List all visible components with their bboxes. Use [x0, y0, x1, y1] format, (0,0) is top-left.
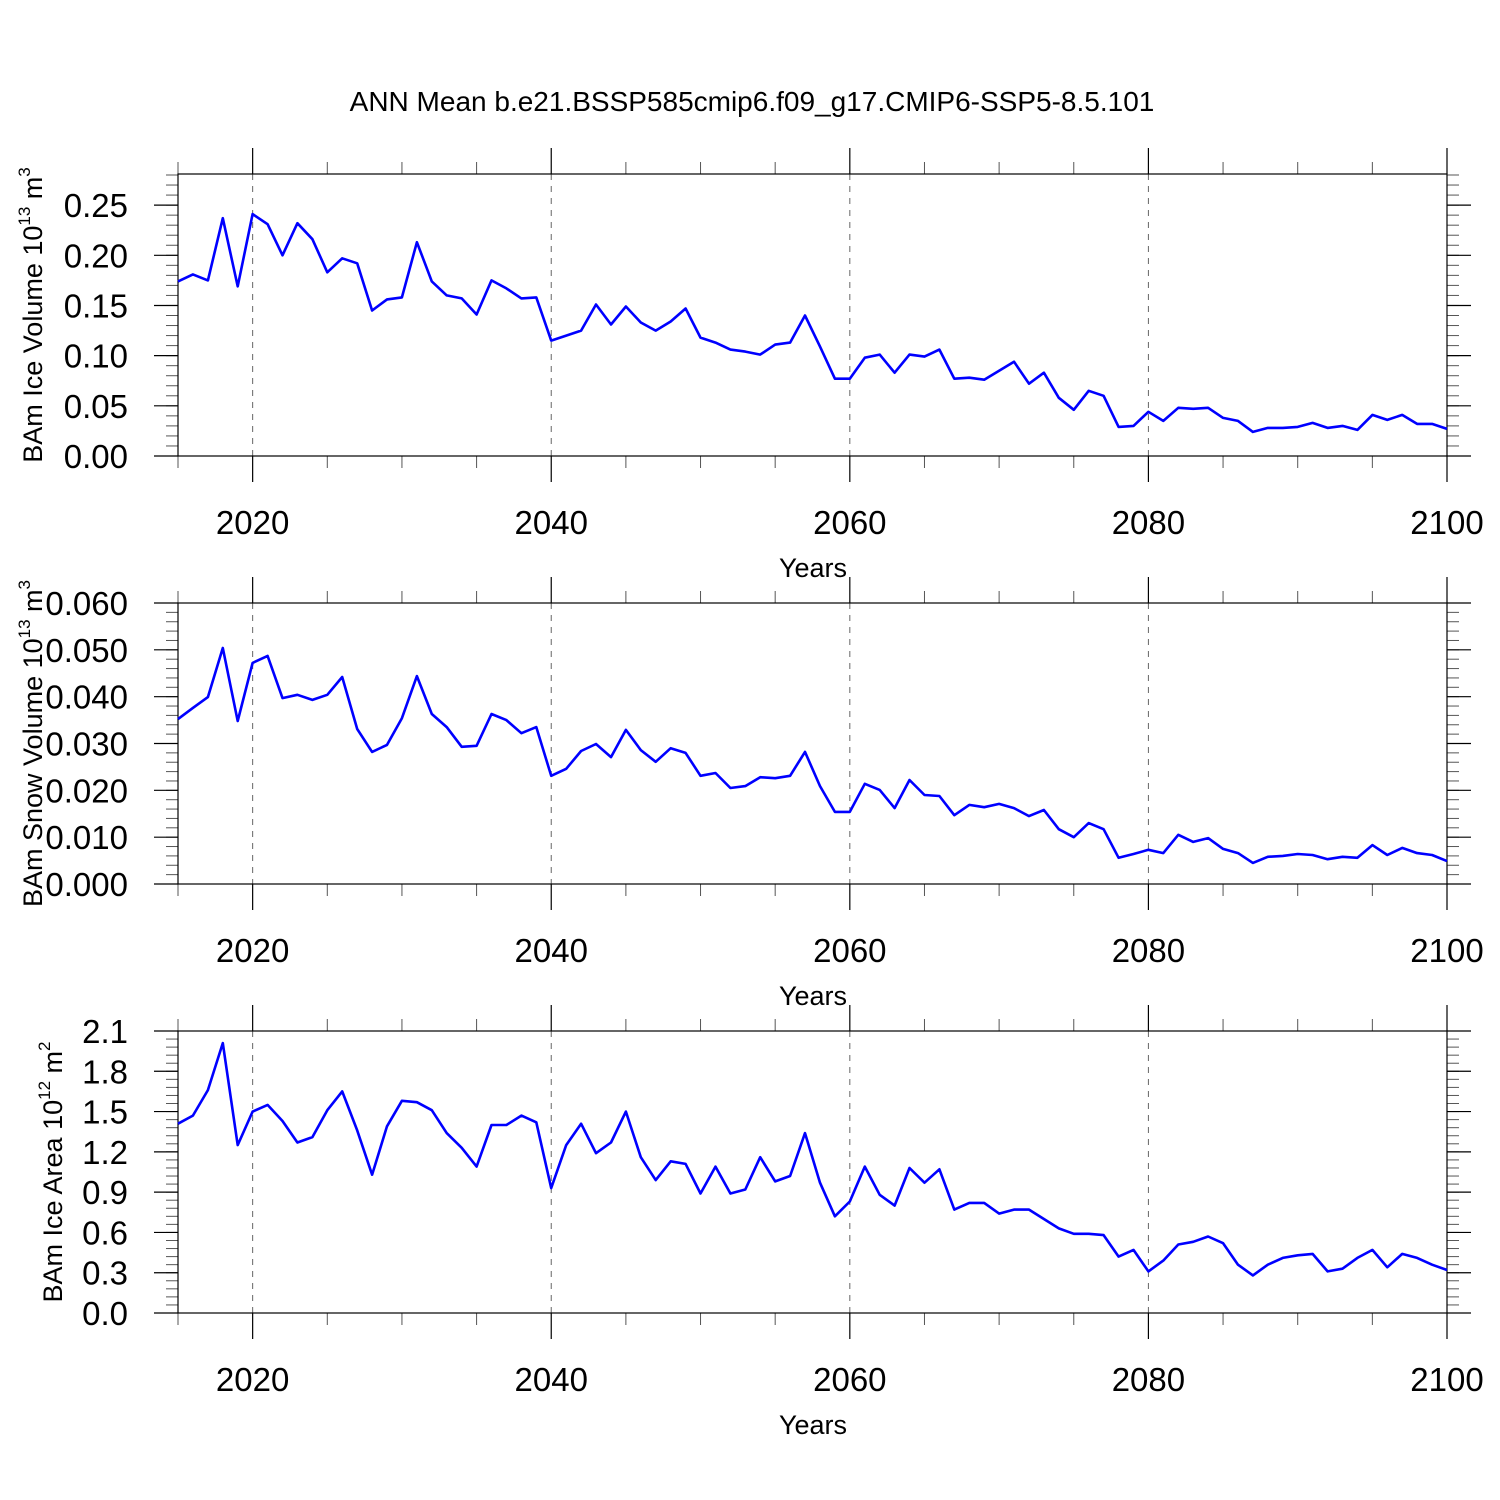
- panel-1: 2020 2040 2060 2080 2100 0.00 0.05 0.10 0.15 0.20…: [15, 148, 1484, 583]
- chart-title: ANN Mean b.e21.BSSP585cmip6.f09_g17.CMIP…: [350, 86, 1155, 117]
- y-label-exponent: 13: [15, 207, 34, 226]
- y-axis-label: BAm Ice Area 1012 m2: [35, 1042, 68, 1303]
- y-axis-label: BAm Ice Volume 1013 m3: [15, 167, 48, 463]
- y-label-text: BAm Snow Volume 10: [18, 638, 48, 907]
- y-tick-label: 0.25: [64, 187, 128, 224]
- x-tick-label: 2080: [1112, 1361, 1185, 1398]
- plot-frame: [177, 1030, 1448, 1314]
- y-tick-label: 0.15: [64, 287, 128, 324]
- y-label-exponent: 12: [35, 1081, 54, 1100]
- y-tick-label: 0.060: [45, 585, 128, 622]
- plot-frame: [177, 173, 1448, 457]
- x-tick-label: 2080: [1112, 504, 1185, 541]
- y-label-text: BAm Ice Volume 10: [18, 226, 48, 463]
- y-tick-label: 1.8: [82, 1053, 128, 1090]
- x-tick-label: 2020: [216, 1361, 289, 1398]
- y-tick-label: 0.010: [45, 819, 128, 856]
- y-tick-label: 0.3: [82, 1255, 128, 1292]
- y-tick-label: 0.00: [64, 438, 128, 475]
- y-label-unit: m: [38, 1051, 68, 1081]
- y-tick-label: 0.020: [45, 772, 128, 809]
- plot-frame: [177, 602, 1448, 885]
- x-tick-label: 2060: [813, 504, 886, 541]
- y-tick-label: 1.2: [82, 1134, 128, 1171]
- x-tick-label: 2100: [1410, 1361, 1483, 1398]
- y-tick-label: 0.6: [82, 1214, 128, 1251]
- y-tick-label: 0.050: [45, 632, 128, 669]
- x-tick-label: 2100: [1410, 504, 1483, 541]
- y-tick-label: 0.10: [64, 338, 128, 375]
- y-tick-label: 1.5: [82, 1094, 128, 1131]
- y-tick-label: 0.0: [82, 1295, 128, 1332]
- panel-2: 2020 2040 2060 2080 2100 0.000 0.010 0.020 0.030…: [15, 577, 1484, 1011]
- x-tick-label: 2060: [813, 932, 886, 969]
- x-axis-label: Years: [779, 1410, 847, 1440]
- y-tick-label: 0.20: [64, 237, 128, 274]
- data-series-line: [177, 646, 1448, 865]
- y-label-text: BAm Ice Area 10: [38, 1100, 68, 1303]
- y-tick-label: 0.9: [82, 1174, 128, 1211]
- y-label-exponent: 13: [15, 619, 34, 638]
- data-series-line: [177, 1041, 1448, 1277]
- x-tick-label: 2080: [1112, 932, 1185, 969]
- y-tick-label: 2.1: [82, 1013, 128, 1050]
- y-label-unit-exponent: 3: [15, 167, 34, 176]
- y-tick-label: 0.000: [45, 866, 128, 903]
- x-tick-label: 2040: [515, 932, 588, 969]
- y-label-unit: m: [18, 589, 48, 619]
- x-tick-label: 2040: [515, 1361, 588, 1398]
- y-label-unit-exponent: 3: [15, 580, 34, 589]
- x-tick-label: 2040: [515, 504, 588, 541]
- x-tick-label: 2060: [813, 1361, 886, 1398]
- y-label-unit: m: [18, 177, 48, 207]
- y-label-unit-exponent: 2: [35, 1042, 54, 1051]
- x-tick-label: 2020: [216, 504, 289, 541]
- data-series-line: [177, 212, 1448, 434]
- x-axis-label: Years: [779, 553, 847, 583]
- y-tick-label: 0.05: [64, 388, 128, 425]
- y-tick-label: 0.040: [45, 679, 128, 716]
- y-tick-label: 0.030: [45, 726, 128, 763]
- y-axis-label: BAm Snow Volume 1013 m3: [15, 580, 48, 907]
- x-axis-label: Years: [779, 981, 847, 1011]
- x-tick-label: 2020: [216, 932, 289, 969]
- x-tick-label: 2100: [1410, 932, 1483, 969]
- panel-3: 2020 2040 2060 2080 2100 0.00.3 0.60.91.21.5 1.…: [35, 1005, 1484, 1440]
